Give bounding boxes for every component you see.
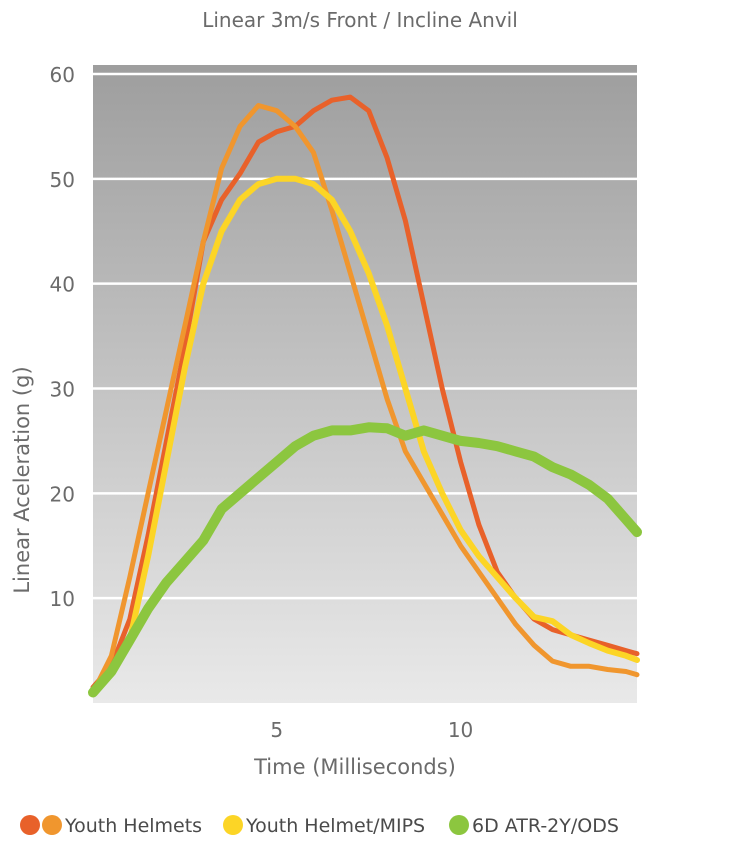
legend-label: Youth Helmets [64, 815, 202, 837]
series-line-1 [90, 103, 640, 695]
legend-swatch [449, 815, 469, 835]
x-tick-label: 5 [270, 718, 283, 742]
series-line-3 [88, 422, 642, 698]
y-tick-label: 40 [50, 273, 75, 297]
y-tick-label: 10 [50, 587, 75, 611]
y-axis-ticks: 10 20 30 40 50 60 [50, 63, 75, 611]
y-tick-label: 20 [50, 482, 75, 506]
legend-swatch [42, 815, 62, 835]
legend-label: Youth Helmet/MIPS [245, 815, 425, 837]
series-lines [88, 94, 642, 698]
y-tick-label: 50 [50, 168, 75, 192]
x-tick-label: 10 [448, 718, 473, 742]
y-tick-label: 60 [50, 63, 75, 87]
legend: Youth Helmets Youth Helmet/MIPS 6D ATR-2Y/… [20, 815, 619, 837]
legend-label: 6D ATR-2Y/ODS [472, 815, 619, 837]
x-axis-label: Time (Milliseconds) [253, 755, 456, 779]
y-tick-label: 30 [50, 378, 75, 402]
legend-swatch [20, 815, 40, 835]
x-axis-ticks: 5 10 [270, 718, 473, 742]
series-line-0 [90, 94, 640, 690]
series-line-2 [90, 175, 640, 694]
y-axis-label: Linear Aceleration (g) [10, 366, 34, 593]
legend-swatch [223, 815, 243, 835]
chart-title: Linear 3m/s Front / Incline Anvil [202, 8, 518, 32]
